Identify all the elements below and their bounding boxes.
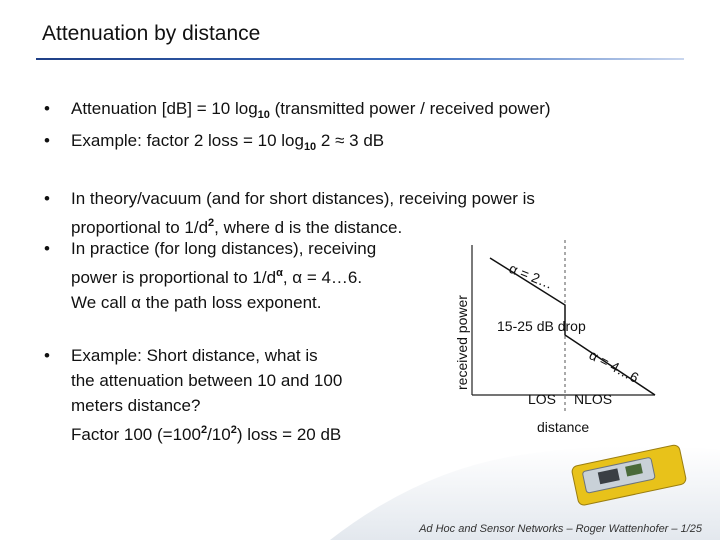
bullet-text: ) loss = 20 dB bbox=[236, 425, 342, 444]
bullet-text: Example: Short distance, what is bbox=[71, 346, 318, 365]
bullet-text: 10 bbox=[303, 141, 317, 153]
bullet-line: Example: factor 2 loss = 10 log10 2 ≈ 3 … bbox=[44, 128, 384, 160]
bullet-text: Factor 100 (=100 bbox=[71, 425, 201, 444]
drop-label: 15-25 dB drop bbox=[497, 318, 586, 334]
bullet-text: , where d is the distance. bbox=[214, 218, 403, 237]
bullet-text: proportional to 1/d bbox=[71, 218, 209, 237]
bullet-text: α bbox=[276, 267, 283, 279]
bullet-text: 2 bbox=[200, 424, 208, 436]
bullet-text: 2 bbox=[230, 424, 237, 436]
attenuation-curve bbox=[489, 257, 656, 396]
bullet-text: 10 bbox=[257, 109, 270, 121]
bullet: Example: factor 2 loss = 10 log10 2 ≈ 3 … bbox=[44, 128, 384, 160]
title-rule bbox=[36, 58, 684, 60]
bullet-text: 2 ≈ 3 dB bbox=[316, 131, 385, 150]
bullet-text: In practice (for long distances), receiv… bbox=[71, 239, 377, 258]
bullet: Example: Short distance, what is the atte… bbox=[44, 343, 342, 447]
bullet-text: In theory/vacuum (and for short distance… bbox=[71, 189, 535, 208]
bullet: In practice (for long distances), receiv… bbox=[44, 236, 376, 315]
bullet-line: meters distance? bbox=[44, 393, 342, 418]
y-axis-label: received power bbox=[454, 295, 470, 390]
slide-title: Attenuation by distance bbox=[42, 22, 261, 45]
bullet-text: meters distance? bbox=[71, 396, 201, 415]
bullet-line: power is proportional to 1/dα, α = 4…6. bbox=[44, 261, 376, 290]
bullet-line: In theory/vacuum (and for short distance… bbox=[44, 186, 535, 211]
alpha-near: α = 2… bbox=[507, 260, 555, 292]
bullet-text: (transmitted power / received power) bbox=[269, 99, 551, 118]
bullet-line: Factor 100 (=1002/102) loss = 20 dB bbox=[44, 418, 342, 447]
bullet-line: Attenuation [dB] = 10 log10 (transmitted… bbox=[44, 96, 551, 128]
bullet-text: Attenuation [dB] = 10 log bbox=[71, 99, 258, 118]
footer: Ad Hoc and Sensor Networks – Roger Watte… bbox=[419, 523, 702, 535]
bullet: In theory/vacuum (and for short distance… bbox=[44, 186, 535, 240]
bullet-text: the attenuation between 10 and 100 bbox=[71, 371, 343, 390]
alpha-far: α = 4…6 bbox=[587, 347, 642, 386]
los-label: LOS bbox=[528, 391, 556, 407]
bullet-text: power is proportional to 1/d bbox=[71, 268, 277, 287]
bullet-line: the attenuation between 10 and 100 bbox=[44, 368, 342, 393]
nlos-label: NLOS bbox=[574, 391, 612, 407]
bullet: Attenuation [dB] = 10 log10 (transmitted… bbox=[44, 96, 551, 128]
bullet-line: We call α the path loss exponent. bbox=[44, 290, 376, 315]
bullet-text: /10 bbox=[207, 425, 231, 444]
sensor-device bbox=[571, 444, 687, 506]
bullet-text: Example: factor 2 loss = 10 log bbox=[71, 131, 304, 150]
bullet-text: , α = 4…6. bbox=[282, 268, 363, 287]
bullet-line: In practice (for long distances), receiv… bbox=[44, 236, 376, 261]
bullet-line: Example: Short distance, what is bbox=[44, 343, 342, 368]
x-axis-label: distance bbox=[537, 419, 589, 435]
bullet-line: proportional to 1/d2, where d is the dis… bbox=[44, 211, 535, 240]
bullet-text: 2 bbox=[208, 217, 215, 229]
bullet-text: We call α the path loss exponent. bbox=[71, 293, 322, 312]
